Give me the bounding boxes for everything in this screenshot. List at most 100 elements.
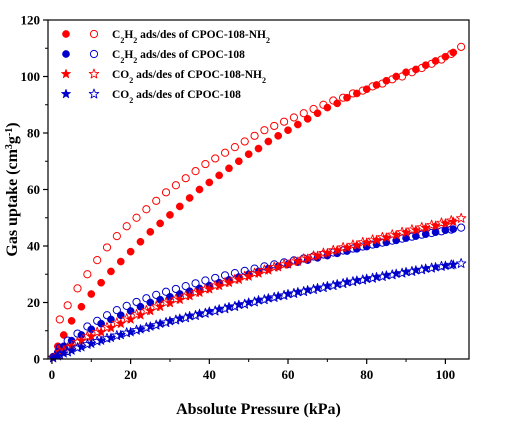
series-3-adsorption-point (194, 287, 205, 297)
series-4-adsorption-point (135, 324, 146, 334)
series-2-adsorption-point (421, 230, 430, 238)
legend-entry-1: C2H2 ads/des of CPOC-108-NH2 (62, 29, 270, 45)
series-4 (48, 258, 467, 363)
series-1-adsorption-point (392, 72, 401, 81)
legend-marker-adsorption (60, 68, 72, 79)
legend-entry-2: C2H2 ads/des of CPOC-108 (62, 49, 245, 65)
series-4-adsorption-point (155, 318, 166, 328)
series-4-adsorption-point (145, 321, 156, 331)
series-1-adsorption-point (215, 171, 224, 180)
series-2-adsorption-point (431, 228, 440, 237)
series-1-adsorption-point (274, 131, 283, 140)
series-1-adsorption-point (264, 137, 273, 146)
series-3-adsorption-point (214, 280, 225, 291)
series-4-adsorption-point (430, 261, 441, 272)
series-2-desorption-point (161, 287, 171, 296)
series-4-adsorption-point (204, 306, 215, 316)
series-1-desorption-point (63, 301, 72, 310)
series-1-adsorption-point (254, 144, 263, 153)
series-3-adsorption-point (184, 290, 195, 301)
series-4-adsorption-point (184, 310, 195, 321)
series-1-adsorption-point (431, 57, 440, 65)
series-1-adsorption-point (234, 157, 243, 166)
y-tick-label: 120 (21, 13, 41, 28)
series-3-adsorption-point (351, 239, 362, 250)
series-1-adsorption-point (166, 211, 174, 219)
series-1-adsorption-point (372, 81, 381, 89)
y-tick-label: 60 (27, 182, 40, 197)
series-3-adsorption-point (401, 227, 412, 237)
series-3-adsorption-point (283, 259, 294, 269)
y-tick-label: 20 (27, 295, 40, 310)
series-2-desorption-point (122, 301, 131, 310)
series-1-desorption-point (309, 104, 318, 114)
series-1-adsorption-point (293, 120, 302, 129)
x-tick-label: 40 (203, 367, 216, 382)
series-1-adsorption-point (421, 61, 430, 70)
series-2-desorption-point (102, 311, 112, 320)
series-3-adsorption-point (430, 220, 441, 230)
series-1-adsorption-point (362, 85, 371, 94)
series-1-desorption-point (161, 188, 171, 197)
x-axis-title: Absolute Pressure (kPa) (176, 401, 341, 418)
series-1-adsorption-point (97, 278, 105, 287)
series-4-adsorption-point (174, 313, 185, 323)
series-3-adsorption-point (371, 234, 382, 245)
series-3-adsorption-point (361, 237, 372, 247)
series-1-desorption-point (279, 117, 289, 126)
legend-marker-adsorption (62, 30, 70, 38)
series-4-adsorption-point (381, 270, 392, 280)
legend-marker-desorption (89, 49, 99, 59)
series-4-adsorption-point (223, 301, 234, 312)
series-3-adsorption-point (292, 256, 303, 266)
series-1-adsorption-point (449, 48, 458, 57)
series-1-desorption-point (171, 181, 180, 190)
series-1-adsorption-point (284, 126, 292, 135)
series-3-adsorption-point (115, 318, 126, 328)
series-3-desorption-point (455, 212, 467, 223)
series-1-desorption-point (289, 113, 299, 122)
x-tick-label: 0 (49, 367, 56, 382)
series-1-adsorption-point (67, 317, 76, 325)
series-4-adsorption-point (58, 348, 69, 358)
series-2-desorption-point (181, 282, 190, 291)
series-1-desorption-point (230, 143, 239, 152)
series-4-adsorption-point (214, 304, 225, 314)
series-3-adsorption-point (420, 222, 431, 233)
series-1-adsorption-point (225, 164, 233, 173)
series-3-adsorption-point (312, 250, 323, 261)
y-tick-label: 80 (27, 126, 40, 141)
series-4-adsorption-point (66, 345, 77, 355)
legend-label: CO2 ads/des of CPOC-108-NH2 (112, 69, 266, 85)
series-3-adsorption-point (233, 274, 244, 284)
series-4-adsorption-point (410, 265, 421, 275)
series-4-adsorption-point (440, 260, 451, 271)
series-4-adsorption-point (125, 326, 136, 337)
series-2-desorption-point (112, 306, 121, 315)
series-3-adsorption-point (164, 297, 175, 308)
series-4-adsorption-point (164, 315, 175, 326)
series-4-adsorption-point (253, 294, 264, 305)
legend-label: C2H2 ads/des of CPOC-108-NH2 (112, 29, 270, 45)
series-1-desorption-point (181, 174, 190, 183)
series-4-adsorption-point (115, 329, 126, 340)
series-3-adsorption-point (302, 253, 313, 264)
series-1-desorption-point (250, 131, 259, 140)
series-4-adsorption-point (243, 297, 254, 307)
series-4-adsorption-point (302, 284, 313, 295)
series-3-adsorption-point (342, 242, 353, 252)
series-3-adsorption-point (174, 294, 185, 304)
series-1-desorption-point (260, 126, 269, 135)
series-2-adsorption-point (97, 319, 105, 328)
series-4-adsorption-point (263, 293, 274, 303)
y-axis-title: Gas uptake (cm3g-1) (4, 122, 22, 256)
series-3-adsorption-point (223, 277, 234, 288)
series-2-desorption-point (132, 297, 141, 307)
series-1-desorption-point (102, 243, 112, 252)
series-4-adsorption-point (283, 288, 294, 299)
series-1-desorption-point (220, 148, 230, 157)
series-3-adsorption-point (96, 326, 107, 337)
series-3-adsorption-point (263, 265, 274, 275)
series-3-adsorption-point (253, 268, 264, 278)
